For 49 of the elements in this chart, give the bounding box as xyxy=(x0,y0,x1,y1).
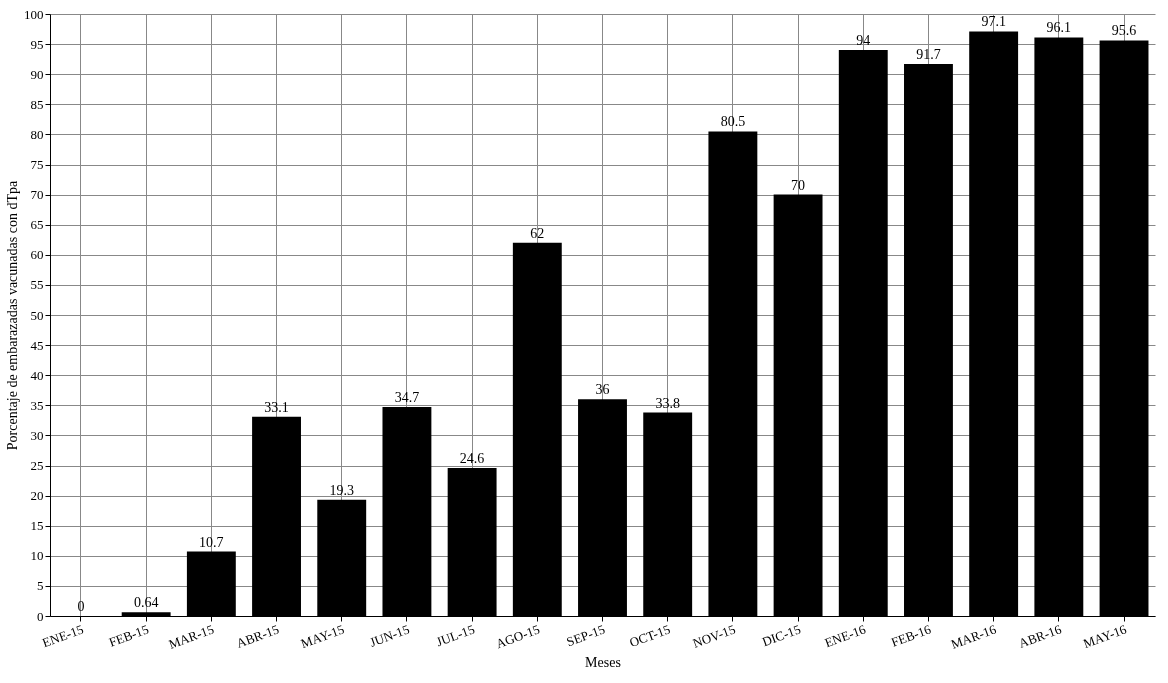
y-axis-title: Porcentaje de embarazadas vacunadas con dTpa xyxy=(5,180,20,451)
y-tick-label: 35 xyxy=(30,397,44,413)
y-tick-label: 20 xyxy=(30,488,44,504)
data-label: 62 xyxy=(530,225,545,241)
y-tick-label: 65 xyxy=(30,217,44,233)
y-tick-label: 55 xyxy=(30,277,44,293)
data-label: 33.8 xyxy=(655,395,680,411)
data-label: 95.6 xyxy=(1111,23,1137,39)
y-tick-label: 0 xyxy=(37,608,44,624)
y-tick-label: 10 xyxy=(30,548,44,564)
y-tick-label: 5 xyxy=(37,578,44,594)
y-tick-label: 30 xyxy=(30,427,44,443)
x-tick-label: ENE-15 xyxy=(40,621,86,651)
data-label: 10.7 xyxy=(199,534,224,550)
data-label: 24.6 xyxy=(459,450,485,466)
x-tick-label: DIC-15 xyxy=(760,621,803,650)
x-axis-title: Meses xyxy=(585,654,621,670)
y-tick-label: 80 xyxy=(30,126,44,142)
x-tick-label: SEP-15 xyxy=(564,621,607,650)
data-label: 0.64 xyxy=(133,595,159,611)
y-tick-label: 40 xyxy=(30,367,44,383)
x-tick-label: JUN-15 xyxy=(367,621,412,650)
data-label: 19.3 xyxy=(329,482,354,498)
data-label: 0 xyxy=(77,599,85,614)
y-tick-label: 60 xyxy=(30,247,44,263)
y-tick-label: 100 xyxy=(24,6,44,22)
y-tick-label: 95 xyxy=(30,36,44,52)
y-tick-label: 90 xyxy=(30,66,44,82)
y-tick-label: 75 xyxy=(30,157,44,172)
y-tick-label: 45 xyxy=(30,337,44,353)
y-tick-label: 50 xyxy=(30,307,44,323)
data-label: 97.1 xyxy=(981,14,1006,30)
x-tick-label: JUL-15 xyxy=(434,621,477,650)
data-label: 36 xyxy=(595,382,610,398)
y-tick-label: 25 xyxy=(30,458,44,473)
data-label: 96.1 xyxy=(1046,20,1072,36)
x-tick-label: FEB-16 xyxy=(889,621,934,650)
data-label: 80.5 xyxy=(720,114,746,130)
y-tick-label: 70 xyxy=(30,187,44,203)
x-tick-label: ENE-16 xyxy=(822,621,869,651)
data-label: 94 xyxy=(856,33,871,49)
y-tick-label: 85 xyxy=(30,96,44,112)
data-label: 91.7 xyxy=(916,46,941,62)
data-label: 33.1 xyxy=(264,399,289,415)
data-label: 70 xyxy=(791,177,806,193)
x-tick-label: FEB-15 xyxy=(106,621,151,650)
x-tick-label: OCT-15 xyxy=(627,621,673,651)
y-tick-label: 15 xyxy=(30,518,44,534)
data-label: 34.7 xyxy=(394,390,420,406)
